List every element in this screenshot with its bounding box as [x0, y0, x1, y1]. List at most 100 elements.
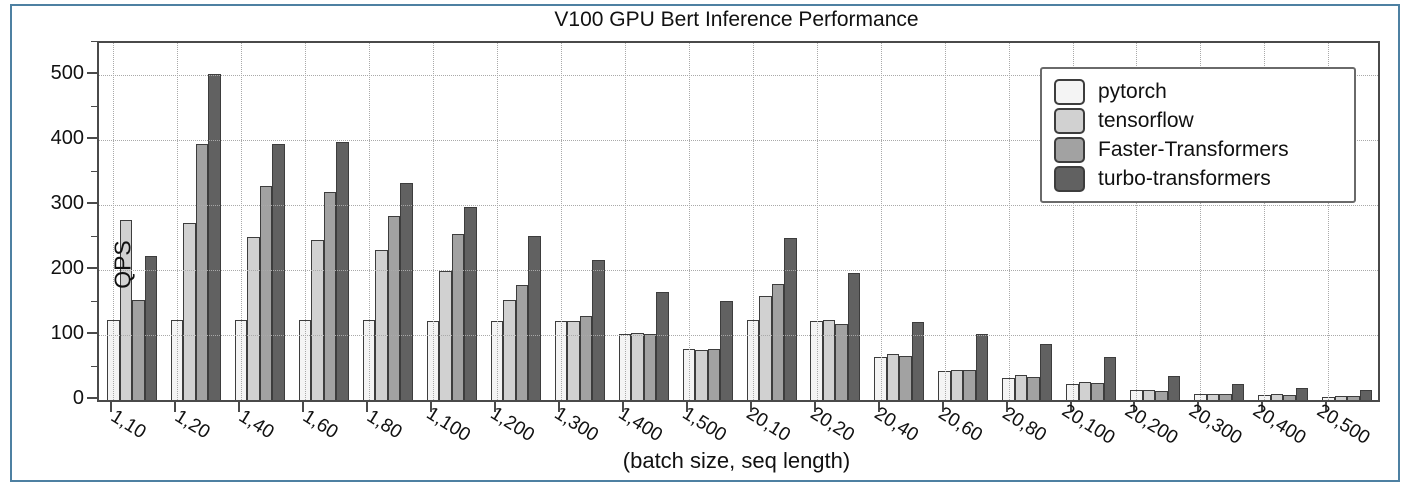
bar-faster-transformers — [1155, 390, 1168, 400]
v-gridline — [944, 43, 946, 400]
bar-tensorflow — [886, 353, 900, 400]
bar-tensorflow — [759, 296, 772, 400]
bar-faster-transformers — [899, 355, 912, 400]
bar-faster-transformers — [1347, 396, 1360, 400]
v-gridline — [496, 43, 498, 400]
bar-faster-transformers — [132, 300, 145, 400]
bar-tensorflow — [503, 300, 516, 400]
bar-turbo-transformers — [911, 322, 925, 400]
bar-faster-transformers — [323, 192, 337, 400]
v-gridline — [880, 43, 882, 400]
legend-label: turbo-transformers — [1098, 167, 1271, 190]
legend-item-pytorch: pytorch — [1054, 77, 1342, 106]
y-axis-label: QPS — [109, 240, 136, 289]
bar-faster-transformers — [707, 348, 721, 400]
bar-tensorflow — [1014, 375, 1028, 400]
bar-faster-transformers — [1283, 394, 1296, 400]
bar-faster-transformers — [1219, 393, 1232, 400]
bar-faster-transformers — [579, 316, 593, 400]
bar-faster-transformers — [451, 234, 465, 400]
v-gridline — [1200, 43, 1202, 400]
bar-tensorflow — [822, 319, 836, 400]
bar-faster-transformers — [1091, 383, 1104, 400]
h-gridline — [99, 205, 1378, 207]
v-gridline — [1072, 43, 1074, 400]
bar-faster-transformers — [515, 285, 529, 400]
bar-turbo-transformers — [1167, 375, 1181, 400]
grid-layer — [99, 43, 1378, 400]
legend-item-turbo-transformers: turbo-transformers — [1054, 164, 1342, 193]
legend-item-faster-transformers: Faster-Transformers — [1054, 135, 1342, 164]
v-gridline — [624, 43, 626, 400]
bar-turbo-transformers — [656, 291, 669, 400]
legend: pytorch tensorflow Faster-Transformers turb… — [1040, 67, 1356, 203]
bar-tensorflow — [183, 222, 196, 400]
v-gridline — [369, 43, 371, 400]
v-gridline — [305, 43, 307, 400]
bar-tensorflow — [247, 237, 260, 400]
bar-tensorflow — [631, 333, 644, 400]
bar-turbo-transformers — [1039, 343, 1053, 400]
bar-tensorflow — [695, 350, 708, 400]
bar-tensorflow — [311, 239, 324, 400]
v-gridline — [1136, 43, 1138, 400]
bar-turbo-transformers — [847, 273, 861, 400]
bar-faster-transformers — [259, 185, 273, 400]
legend-label: tensorflow — [1098, 109, 1194, 132]
v-gridline — [113, 43, 115, 400]
legend-swatch-pytorch — [1054, 78, 1085, 105]
bar-faster-transformers — [387, 216, 401, 400]
bar-turbo-transformers — [1103, 357, 1117, 400]
x-axis-label: (batch size, seq length) — [622, 448, 851, 473]
bar-turbo-transformers — [528, 235, 541, 400]
bar-tensorflow — [1334, 396, 1348, 400]
v-gridline — [752, 43, 754, 400]
legend-label: Faster-Transformers — [1098, 138, 1289, 161]
bar-tensorflow — [1142, 390, 1156, 400]
bar-turbo-transformers — [1231, 383, 1245, 400]
h-gridline — [99, 270, 1378, 272]
legend-swatch-turbo-transformers — [1054, 165, 1085, 192]
h-gridline — [99, 335, 1378, 337]
bar-turbo-transformers — [464, 206, 477, 400]
v-gridline — [1328, 43, 1330, 400]
chart-title: V100 GPU Bert Inference Performance — [554, 8, 919, 31]
bar-turbo-transformers — [400, 182, 413, 400]
bar-tensorflow — [1078, 382, 1092, 400]
bar-turbo-transformers — [720, 301, 733, 400]
legend-swatch-tensorflow — [1054, 107, 1085, 134]
v-gridline — [1008, 43, 1010, 400]
bar-faster-transformers — [771, 284, 784, 400]
bar-tensorflow — [567, 321, 580, 400]
h-gridline — [99, 140, 1378, 142]
bar-turbo-transformers — [784, 237, 797, 400]
bar-tensorflow — [119, 220, 132, 400]
bars-layer — [99, 43, 1378, 400]
legend-swatch-faster-transformers — [1054, 136, 1085, 163]
bar-tensorflow — [375, 250, 388, 400]
v-gridline — [241, 43, 243, 400]
v-gridline — [433, 43, 434, 400]
bar-turbo-transformers — [208, 73, 221, 400]
bar-faster-transformers — [643, 333, 657, 400]
bar-tensorflow — [1206, 393, 1220, 400]
h-gridline — [99, 75, 1378, 77]
v-gridline — [816, 43, 818, 400]
v-gridline — [688, 43, 690, 400]
bar-tensorflow — [1270, 394, 1284, 400]
bar-tensorflow — [950, 370, 964, 400]
bar-turbo-transformers — [592, 259, 605, 400]
v-gridline — [560, 43, 562, 400]
bar-faster-transformers — [835, 324, 848, 400]
v-gridline — [1264, 43, 1266, 400]
bar-turbo-transformers — [1359, 389, 1373, 400]
bar-faster-transformers — [1027, 376, 1040, 400]
bar-faster-transformers — [963, 370, 976, 400]
bar-turbo-transformers — [1295, 388, 1309, 400]
bar-turbo-transformers — [975, 333, 989, 400]
v-gridline — [177, 43, 179, 400]
bar-turbo-transformers — [144, 255, 157, 400]
legend-item-tensorflow: tensorflow — [1054, 106, 1342, 135]
legend-label: pytorch — [1098, 80, 1167, 103]
